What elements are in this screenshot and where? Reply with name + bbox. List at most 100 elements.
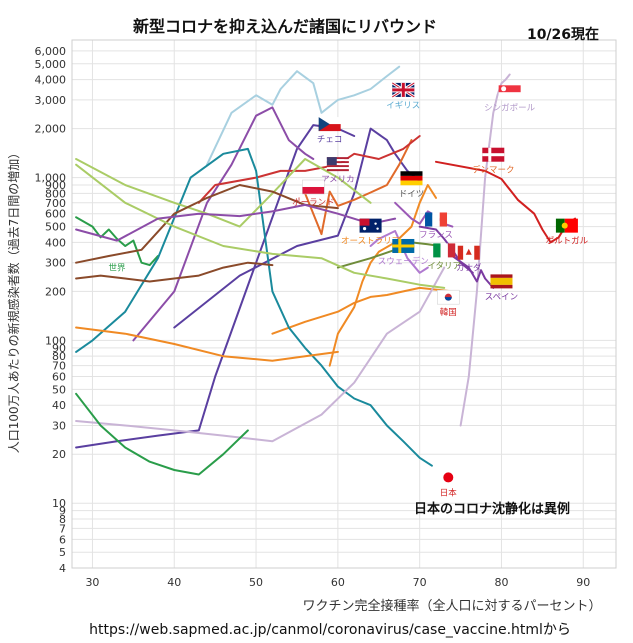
country-label-世界: 世界 xyxy=(108,263,126,274)
country-name: ポルトガル xyxy=(546,236,589,247)
kr-flag-icon xyxy=(437,289,460,305)
country-name: スペイン xyxy=(485,292,518,302)
y-tick-label: 3,000 xyxy=(35,94,67,107)
y-tick-label: 4,000 xyxy=(35,74,67,87)
se-flag-icon xyxy=(392,238,415,253)
series-line xyxy=(271,286,454,335)
series-line xyxy=(75,326,339,362)
annotation: 日本のコロナ沈静化は異例 xyxy=(414,501,570,517)
x-tick-label: 90 xyxy=(576,576,590,589)
series-line xyxy=(75,163,446,289)
series-line xyxy=(328,184,437,367)
series-line xyxy=(451,255,495,289)
country-label-アメリカ: アメリカ xyxy=(321,157,355,185)
y-tick-label: 500 xyxy=(45,221,66,234)
y-tick-label: 90 xyxy=(52,342,66,355)
x-tick-label: 50 xyxy=(249,576,263,589)
sg-flag-icon xyxy=(498,85,521,100)
y-tick-label: 600 xyxy=(45,208,66,221)
country-name: オーストラリア xyxy=(341,237,400,247)
y-tick-label: 40 xyxy=(52,399,66,412)
chart-title: 新型コロナを抑え込んだ諸国にリバウンド xyxy=(133,17,437,36)
jp-flag-icon xyxy=(443,472,454,483)
country-name: イギリス xyxy=(386,101,420,111)
series-line xyxy=(75,158,372,228)
country-label-オーストラリア: オーストラリア xyxy=(341,218,400,247)
y-tick-label: 700 xyxy=(45,197,66,210)
ca-flag-icon xyxy=(457,245,480,260)
country-name: ドイツ xyxy=(399,189,425,199)
country-name: チェコ xyxy=(317,135,343,145)
x-tick-label: 40 xyxy=(167,576,181,589)
country-label-日本: 日本 xyxy=(440,472,458,498)
y-tick-label: 2,000 xyxy=(35,123,67,136)
date-label: 10/26現在 xyxy=(527,26,599,43)
y-tick-label: 70 xyxy=(52,360,66,373)
country-name: ポーランド xyxy=(292,198,335,208)
cz-flag-icon xyxy=(318,117,341,132)
country-name: アメリカ xyxy=(321,175,355,185)
y-tick-label: 80 xyxy=(52,350,66,363)
uk-flag-icon xyxy=(391,81,416,99)
plot-frame xyxy=(71,39,617,569)
y-tick-label: 30 xyxy=(52,420,66,433)
series-layer xyxy=(75,65,577,476)
country-name: デンマーク xyxy=(472,165,515,176)
y-tick-label: 8 xyxy=(59,513,66,526)
series-line xyxy=(75,184,339,264)
y-tick-label: 4 xyxy=(59,562,66,575)
y-tick-label: 300 xyxy=(45,257,66,270)
x-tick-label: 80 xyxy=(494,576,508,589)
axes-layer: 4567891020304050607080901002003004005006… xyxy=(35,39,617,589)
country-name: 日本 xyxy=(440,487,458,498)
y-tick-label: 200 xyxy=(45,285,66,298)
country-name: フランス xyxy=(419,230,453,240)
series-line xyxy=(75,266,446,443)
country-label-イタリア: イタリア xyxy=(427,243,461,271)
pl-flag-icon xyxy=(302,179,325,195)
y-tick-label: 5,000 xyxy=(35,58,67,71)
series-line xyxy=(75,147,433,467)
country-name: シンガポール xyxy=(484,102,536,113)
es-flag-icon xyxy=(490,274,513,289)
y-tick-label: 6,000 xyxy=(35,45,67,58)
source-text: https://web.sapmed.ac.jp/canmol/coronavi… xyxy=(89,622,571,638)
x-tick-label: 60 xyxy=(331,576,345,589)
series-line xyxy=(75,203,397,242)
y-tick-label: 900 xyxy=(45,179,66,192)
country-label-チェコ: チェコ xyxy=(317,117,343,145)
country-name: カナダ xyxy=(456,263,482,274)
y-axis-label: 人口100万人あたりの新規感染者数（過去7日間の増加） xyxy=(6,147,21,454)
country-name: スウェーデン xyxy=(378,256,429,267)
y-tick-label: 10 xyxy=(52,497,66,510)
y-tick-label: 5 xyxy=(59,546,66,559)
country-label-韓国: 韓国 xyxy=(437,289,460,318)
series-line xyxy=(75,392,249,476)
series-line xyxy=(459,73,511,427)
series-line xyxy=(304,139,413,236)
y-tick-label: 1,000 xyxy=(35,172,67,185)
dk-flag-icon xyxy=(482,147,505,162)
country-label-ドイツ: ドイツ xyxy=(399,171,425,199)
country-label-フランス: フランス xyxy=(419,212,453,240)
country-label-ポーランド: ポーランド xyxy=(292,179,335,208)
country-label-イギリス: イギリス xyxy=(386,81,420,111)
country-label-シンガポール: シンガポール xyxy=(484,85,536,113)
series-line xyxy=(75,261,274,283)
y-tick-label: 100 xyxy=(45,334,66,347)
x-axis-label: ワクチン完全接種率（全人口に対するパーセント） xyxy=(302,598,601,614)
x-tick-label: 30 xyxy=(85,576,99,589)
series-line xyxy=(132,106,315,342)
country-label-スウェーデン: スウェーデン xyxy=(378,238,429,267)
y-tick-label: 6 xyxy=(59,533,66,546)
y-tick-label: 50 xyxy=(52,383,66,396)
country-label-カナダ: カナダ xyxy=(456,245,482,274)
y-tick-label: 7 xyxy=(59,522,66,535)
country-name: 世界 xyxy=(108,263,126,274)
x-tick-label: 70 xyxy=(413,576,427,589)
country-label-ポルトガル: ポルトガル xyxy=(546,218,589,247)
y-tick-label: 60 xyxy=(52,371,66,384)
country-name: 韓国 xyxy=(440,307,457,318)
